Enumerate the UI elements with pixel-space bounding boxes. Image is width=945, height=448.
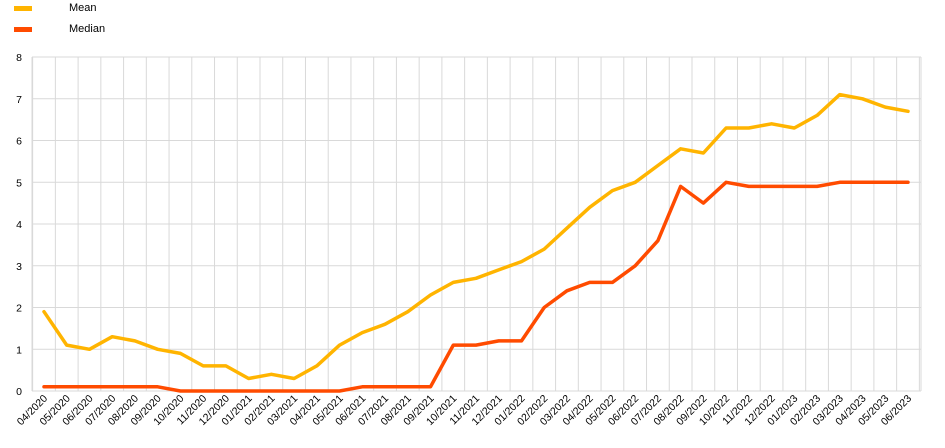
legend-item-mean: Mean — [14, 2, 97, 14]
y-tick-label: 8 — [16, 52, 22, 64]
legend-label-median: Median — [69, 23, 106, 35]
y-axis-ticks: 0 1 2 3 4 5 6 7 8 — [16, 52, 22, 398]
y-tick-label: 0 — [16, 386, 22, 398]
series-line-median — [42, 180, 910, 393]
y-tick-label: 5 — [16, 177, 22, 189]
x-axis-ticks: 04/202005/202006/202007/202008/202009/20… — [15, 393, 914, 428]
grid-lines — [31, 56, 922, 392]
series-lines — [42, 92, 910, 393]
y-tick-label: 4 — [16, 219, 22, 231]
y-tick-label: 1 — [16, 344, 22, 356]
legend-swatch-median — [14, 26, 32, 32]
y-tick-label: 2 — [16, 303, 22, 315]
y-tick-label: 7 — [16, 94, 22, 106]
series-line-mean — [42, 92, 910, 381]
legend-label-mean: Mean — [69, 2, 97, 14]
legend-swatch-mean — [14, 5, 32, 11]
y-tick-label: 6 — [16, 136, 22, 148]
legend-item-median: Median — [14, 23, 105, 35]
y-tick-label: 3 — [16, 261, 22, 273]
